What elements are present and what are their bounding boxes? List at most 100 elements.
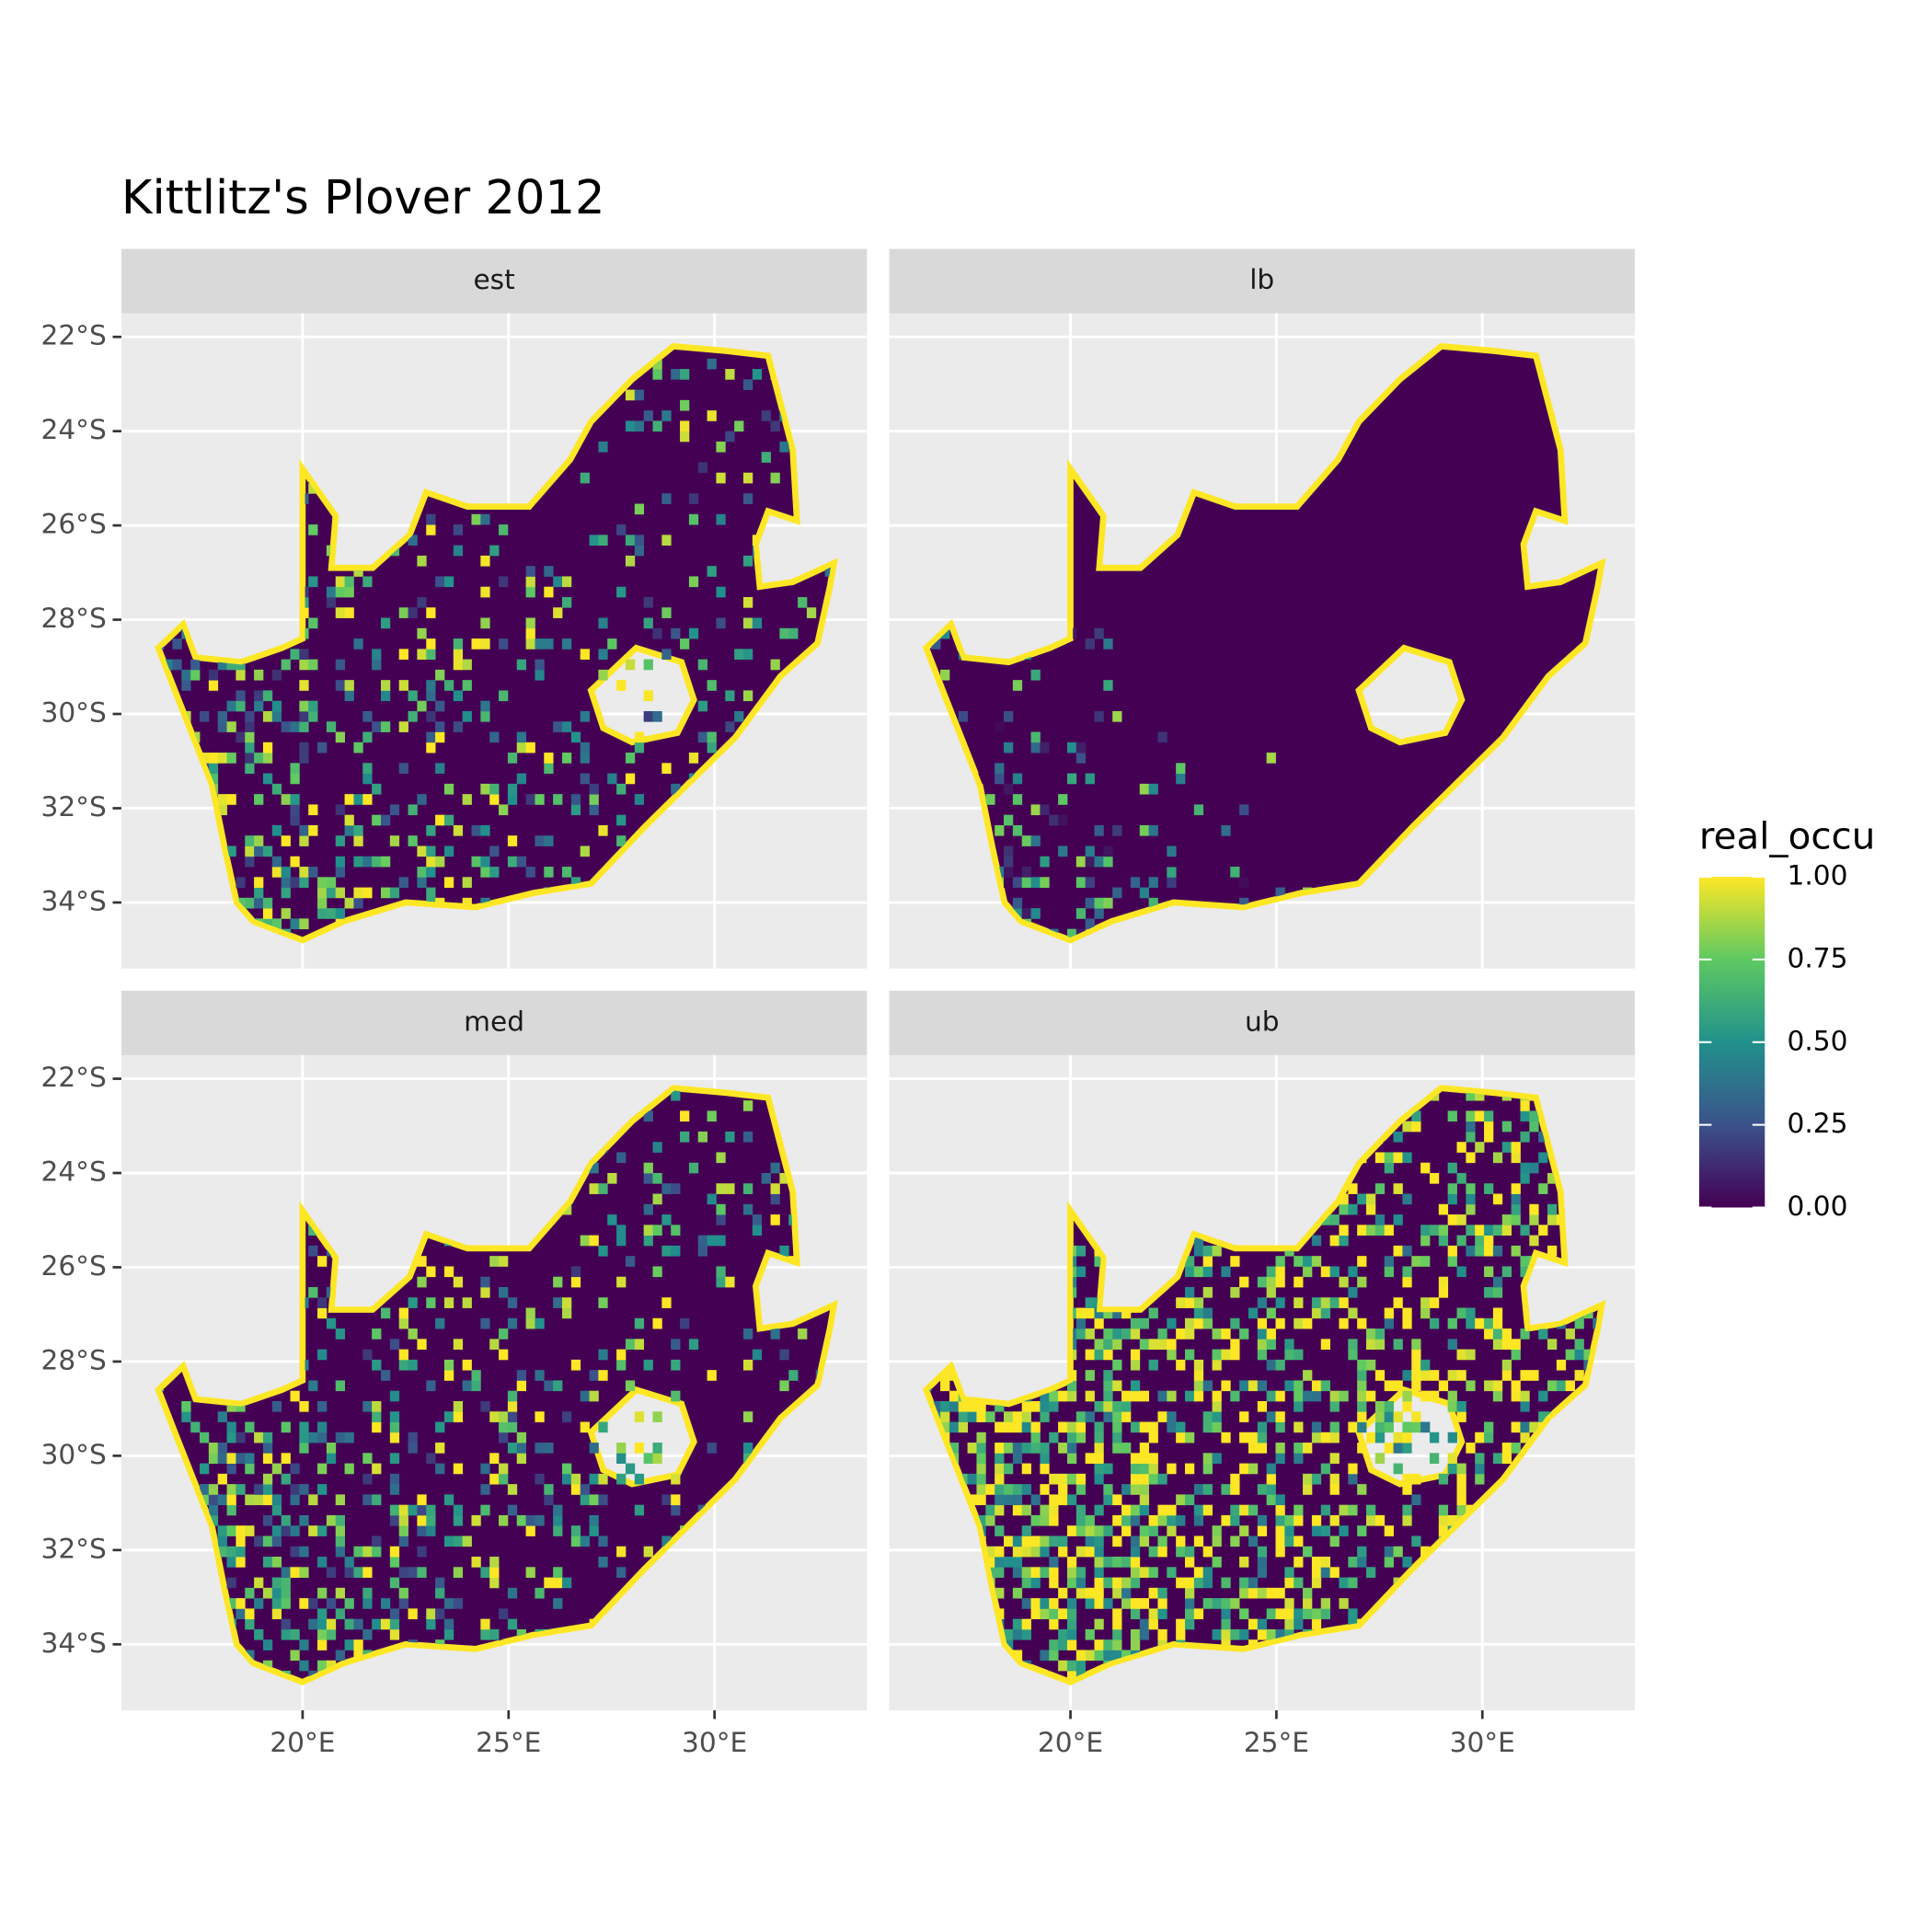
raster-cell <box>525 1307 535 1319</box>
raster-cell <box>770 1183 780 1194</box>
raster-cell <box>443 576 454 588</box>
raster-cell <box>1130 1504 1141 1516</box>
raster-cell <box>245 721 255 732</box>
raster-cell <box>435 1317 445 1329</box>
raster-cell <box>634 535 645 546</box>
raster-cell <box>1547 1245 1558 1257</box>
raster-cell <box>931 638 941 650</box>
raster-cell <box>1058 1473 1068 1485</box>
raster-cell <box>1066 1639 1077 1650</box>
raster-cell <box>398 607 408 618</box>
raster-cell <box>1075 1307 1087 1319</box>
raster-cell <box>716 586 726 598</box>
raster-cell <box>443 1370 454 1381</box>
raster-cell <box>1066 1557 1077 1568</box>
raster-cell <box>1384 1443 1394 1454</box>
raster-cell <box>1112 1380 1122 1392</box>
raster-cell <box>1348 1577 1358 1589</box>
raster-cell <box>1030 1514 1041 1526</box>
raster-cell <box>1456 1235 1466 1247</box>
raster-cell <box>326 1317 337 1329</box>
raster-cell <box>1221 1328 1231 1340</box>
raster-cell <box>1112 1577 1122 1589</box>
raster-cell <box>1230 1339 1240 1351</box>
raster-cell <box>1130 783 1141 795</box>
raster-cell <box>1429 1453 1440 1464</box>
raster-cell <box>426 680 436 691</box>
raster-cell <box>208 1453 219 1464</box>
raster-cell <box>489 1256 500 1267</box>
raster-cell <box>616 1473 627 1485</box>
raster-cell <box>1185 1297 1195 1308</box>
raster-cell <box>1012 680 1023 691</box>
raster-cell <box>1075 1660 1087 1672</box>
raster-cell <box>634 742 645 753</box>
raster-cell <box>1058 1494 1068 1506</box>
raster-cell <box>553 794 563 805</box>
raster-cell <box>1492 1317 1503 1329</box>
raster-cell <box>462 1380 472 1392</box>
raster-cell <box>1420 1370 1431 1381</box>
raster-cell <box>1221 1380 1231 1392</box>
raster-cell <box>1447 1162 1457 1174</box>
raster-cell <box>236 659 246 671</box>
raster-cell <box>1366 1328 1376 1340</box>
raster-cell <box>1275 1359 1285 1371</box>
raster-cell <box>652 1266 662 1278</box>
raster-cell <box>1447 1514 1457 1526</box>
raster-cell <box>1004 1535 1014 1547</box>
raster-cell <box>1511 1443 1521 1454</box>
raster-cell <box>707 566 717 577</box>
raster-cell <box>1167 1317 1177 1329</box>
raster-cell <box>1329 1453 1340 1464</box>
raster-cell <box>940 669 950 681</box>
raster-cell <box>507 1317 518 1329</box>
raster-cell <box>426 690 436 702</box>
raster-cell <box>1374 1400 1386 1412</box>
raster-cell <box>1148 897 1158 909</box>
raster-cell <box>1357 1484 1367 1495</box>
raster-cell <box>372 856 382 868</box>
raster-cell <box>1066 1660 1077 1672</box>
raster-cell <box>372 1411 382 1422</box>
raster-cell <box>1094 1400 1104 1412</box>
raster-cell <box>553 1525 563 1536</box>
raster-cell <box>1012 897 1023 909</box>
raster-cell <box>1230 867 1240 878</box>
raster-cell <box>544 586 554 598</box>
raster-cell <box>443 1266 454 1278</box>
raster-cell <box>1112 1411 1122 1422</box>
raster-cell <box>236 1432 246 1443</box>
raster-cell <box>299 1443 309 1454</box>
raster-cell <box>1021 1463 1031 1475</box>
raster-cell <box>995 1525 1005 1536</box>
raster-cell <box>380 1307 391 1319</box>
raster-cell <box>1311 1380 1322 1392</box>
raster-cell <box>426 1297 436 1308</box>
raster-cell <box>1130 1546 1141 1558</box>
raster-cell <box>1202 1453 1213 1464</box>
raster-cell <box>471 1557 481 1568</box>
raster-cell <box>271 1598 282 1609</box>
raster-cell <box>226 753 236 764</box>
raster-cell <box>1411 1359 1421 1371</box>
raster-cell <box>507 783 518 795</box>
raster-cell <box>742 1328 753 1340</box>
raster-cell <box>1049 1639 1059 1650</box>
raster-cell <box>1311 1432 1322 1443</box>
raster-cell <box>398 1504 408 1516</box>
raster-cell <box>1230 1535 1240 1547</box>
raster-cell <box>417 649 427 661</box>
raster-cell <box>1492 1193 1503 1205</box>
raster-cell <box>1520 1100 1530 1111</box>
raster-cell <box>271 1525 282 1536</box>
raster-cell <box>1058 1628 1068 1640</box>
raster-cell <box>1329 1390 1340 1402</box>
raster-cell <box>1266 1286 1276 1298</box>
raster-cell <box>208 763 219 774</box>
raster-cell <box>1402 1557 1412 1568</box>
raster-cell <box>525 576 535 588</box>
raster-cell <box>480 638 490 650</box>
raster-cell <box>1075 753 1087 764</box>
raster-cell <box>271 1504 282 1516</box>
